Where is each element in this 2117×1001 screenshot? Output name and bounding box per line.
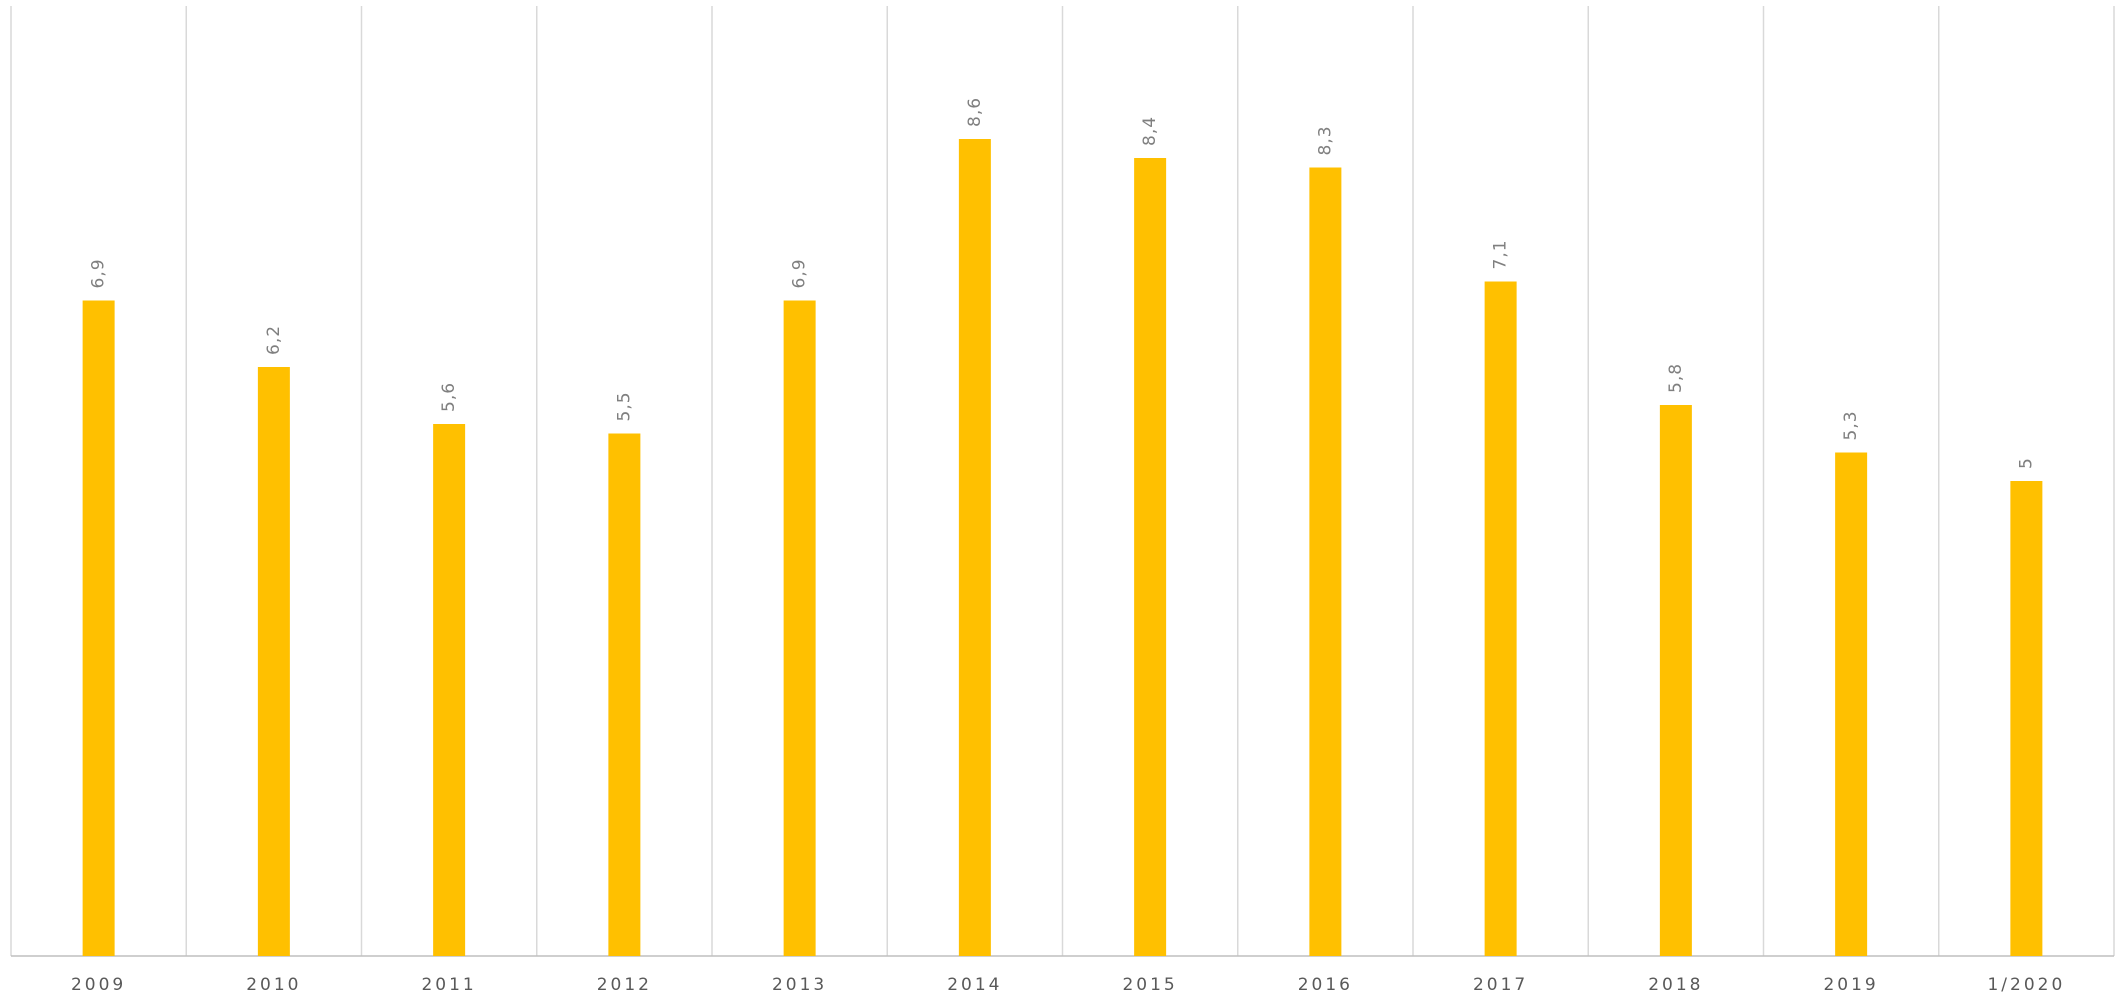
bar	[1659, 405, 1692, 956]
value-label: 5,6	[439, 382, 459, 412]
x-tick-label: 2009	[71, 975, 126, 995]
x-tick-label: 1/2020	[1987, 975, 2065, 995]
x-tick-label: 2011	[421, 975, 476, 995]
bar	[1835, 452, 1868, 956]
x-tick-label: 2013	[772, 975, 827, 995]
value-label: 5,3	[1841, 410, 1861, 440]
value-label: 5,8	[1666, 363, 1686, 393]
value-label: 5,5	[614, 391, 634, 421]
x-tick-label: 2010	[246, 975, 301, 995]
x-tick-label: 2016	[1298, 975, 1353, 995]
bar	[2010, 481, 2043, 956]
bar	[1309, 167, 1342, 956]
x-tick-label: 2017	[1473, 975, 1528, 995]
bar	[783, 300, 816, 956]
x-tick-label: 2014	[947, 975, 1002, 995]
value-label: 6,2	[264, 325, 284, 355]
x-tick-label: 2015	[1122, 975, 1177, 995]
bar	[958, 139, 991, 956]
x-tick-label: 2012	[597, 975, 652, 995]
value-label: 8,3	[1315, 125, 1335, 155]
bar	[82, 300, 115, 956]
value-label: 8,6	[965, 97, 985, 127]
value-label: 7,1	[1491, 239, 1511, 269]
value-label: 5	[2016, 457, 2036, 469]
x-tick-label: 2018	[1648, 975, 1703, 995]
x-tick-label: 2019	[1823, 975, 1878, 995]
bar	[257, 367, 290, 956]
value-label: 8,4	[1140, 116, 1160, 146]
bar	[1484, 281, 1517, 956]
bar	[433, 424, 466, 956]
value-label: 6,9	[89, 258, 109, 288]
value-label: 6,9	[790, 258, 810, 288]
bar	[608, 433, 641, 956]
bar	[1134, 158, 1167, 956]
